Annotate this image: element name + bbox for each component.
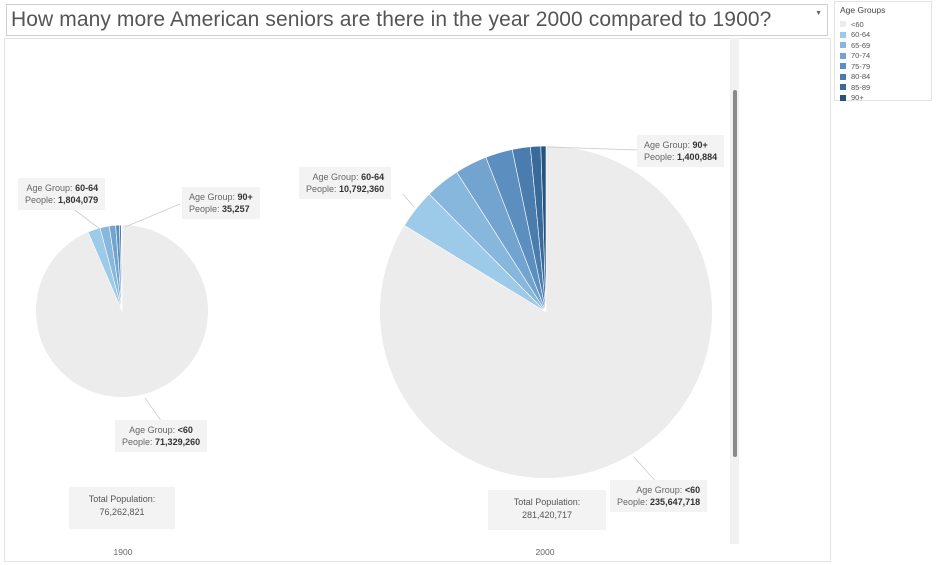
legend-label: 90+ [851, 93, 864, 102]
legend-title: Age Groups [840, 5, 886, 15]
leader-lines [67, 146, 659, 485]
total-population-2000: Total Population: 281,420,717 [488, 490, 606, 530]
legend-item[interactable]: 70-74 [840, 51, 870, 61]
annotation-2000-under60: Age Group: <60 People: 235,647,718 [610, 480, 708, 512]
page-title: How many more American seniors are there… [11, 8, 772, 31]
legend-item[interactable]: 90+ [840, 93, 864, 103]
scrollbar-thumb[interactable] [733, 90, 737, 457]
legend-swatch [840, 73, 846, 80]
chevron-down-icon[interactable]: ▼ [815, 10, 822, 17]
legend-swatch [840, 42, 846, 48]
legend-swatch [840, 63, 846, 69]
legend-label: 65-69 [851, 40, 871, 50]
legend-swatch [840, 21, 846, 27]
legend-item[interactable]: 75-79 [840, 61, 870, 71]
annotation-1900-under60: Age Group: <60 People: 71,329,260 [115, 420, 208, 452]
leader-line [546, 146, 639, 151]
leader-line [144, 397, 163, 423]
legend-item[interactable]: 85-89 [840, 82, 870, 92]
leader-line [124, 203, 181, 228]
legend-item[interactable]: <60 [840, 19, 864, 29]
legend-swatch [840, 84, 846, 90]
legend-label: <60 [851, 19, 864, 29]
year-label-2000: 2000 [535, 547, 555, 557]
annotation-2000-90plus: Age Group: 90+ People: 1,400,884 [637, 135, 725, 167]
pie-slice[interactable] [540, 145, 547, 313]
leader-line [633, 456, 659, 485]
year-label-1900: 1900 [113, 547, 133, 557]
legend-swatch [840, 52, 846, 59]
title-box[interactable]: How many more American seniors are there… [6, 4, 828, 36]
annotation-1900-60-64: Age Group: 60-64 People: 1,804,079 [18, 178, 106, 210]
legend-swatch [840, 94, 846, 101]
legend-item[interactable]: 60-64 [840, 30, 870, 40]
pie-2000[interactable] [380, 145, 712, 478]
legend-label: 85-89 [851, 82, 871, 92]
legend-swatch [840, 31, 846, 38]
legend-item[interactable]: 65-69 [840, 40, 870, 50]
annotation-2000-60-64: Age Group: 60-64 People: 10,792,360 [299, 167, 392, 199]
legend-item[interactable]: 80-84 [840, 72, 870, 82]
legend-label: 70-74 [851, 51, 871, 60]
pie-1900[interactable] [35, 224, 208, 397]
legend-label: 60-64 [851, 30, 871, 39]
annotation-1900-90plus: Age Group: 90+ People: 35,257 [182, 187, 260, 219]
legend: Age Groups <60 60-64 65-69 70-74 75-79 8… [834, 1, 932, 103]
legend-label: 75-79 [851, 61, 871, 71]
leader-line [402, 193, 415, 208]
total-population-1900: Total Population: 76,262,821 [69, 487, 175, 529]
legend-label: 80-84 [851, 72, 871, 81]
